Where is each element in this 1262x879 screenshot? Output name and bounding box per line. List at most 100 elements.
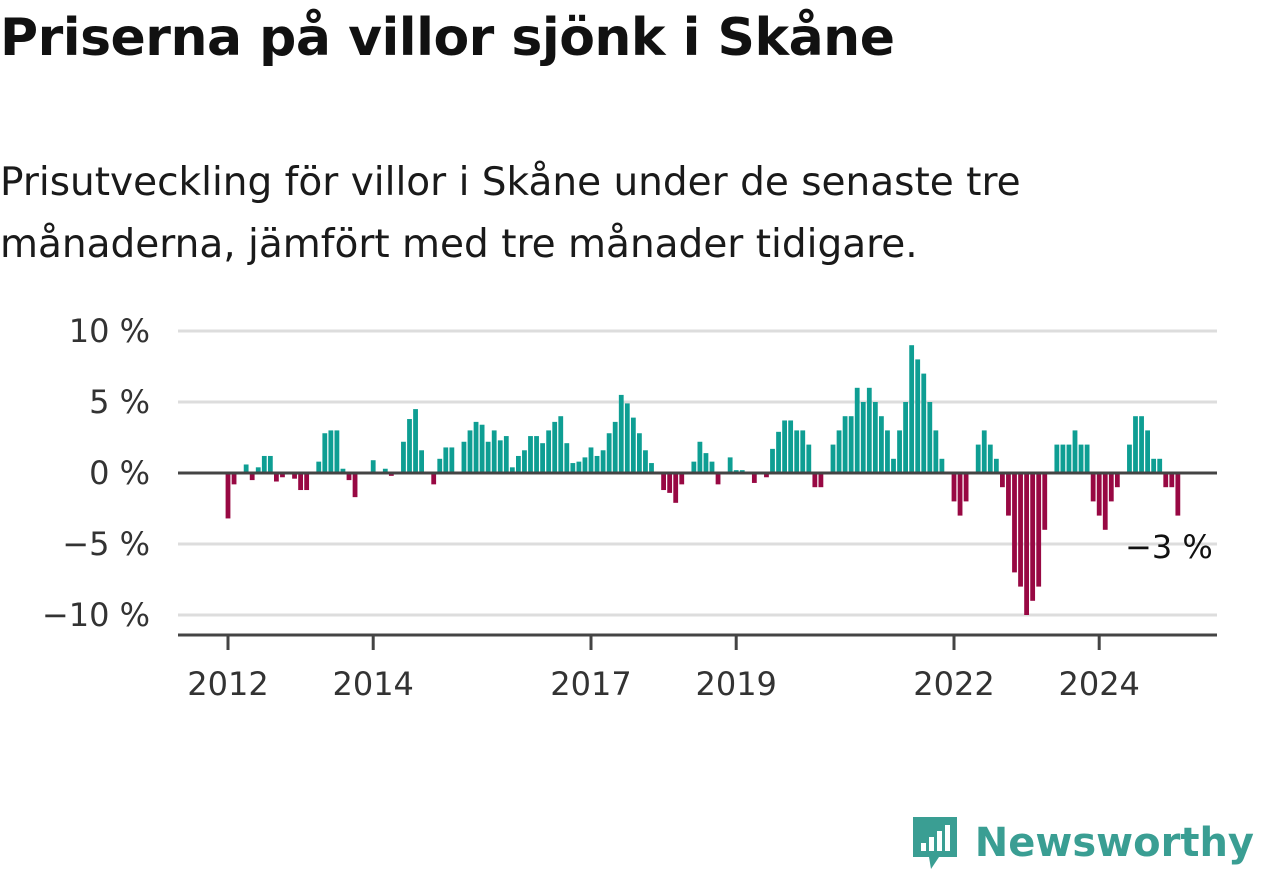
bar bbox=[322, 433, 328, 473]
bar bbox=[1018, 473, 1023, 587]
grid-lines bbox=[178, 329, 1217, 617]
bar bbox=[280, 473, 285, 478]
bar bbox=[606, 433, 612, 473]
bar bbox=[879, 416, 884, 473]
bar bbox=[927, 402, 933, 473]
bar bbox=[782, 420, 787, 473]
bar-series bbox=[225, 345, 1181, 615]
bar bbox=[830, 444, 836, 473]
bar bbox=[267, 455, 273, 473]
bar bbox=[564, 443, 570, 473]
bar bbox=[485, 441, 491, 473]
bar bbox=[788, 420, 794, 473]
bar bbox=[467, 430, 473, 473]
bar bbox=[806, 444, 812, 473]
bar bbox=[727, 457, 733, 473]
bar bbox=[963, 473, 969, 502]
bar bbox=[909, 345, 915, 473]
bar bbox=[794, 430, 800, 473]
bar bbox=[842, 416, 848, 473]
bar bbox=[1042, 473, 1048, 530]
brand-name: Newsworthy bbox=[974, 820, 1254, 866]
bar bbox=[854, 387, 860, 473]
bar bbox=[443, 447, 449, 473]
bar bbox=[667, 473, 673, 493]
bar bbox=[770, 448, 775, 473]
bar bbox=[649, 463, 654, 473]
bar bbox=[491, 430, 497, 473]
bar bbox=[419, 450, 424, 473]
bar bbox=[570, 463, 576, 473]
bar bbox=[679, 473, 685, 485]
bar bbox=[340, 468, 346, 473]
bar bbox=[1036, 473, 1042, 587]
bar bbox=[558, 416, 564, 473]
bar bbox=[261, 455, 267, 473]
bar bbox=[981, 430, 987, 473]
x-tick-label: 2017 bbox=[550, 665, 631, 703]
bar bbox=[812, 473, 818, 488]
bar-chart: 10 % 5 % 0 % −5 % −10 % 2012 2014 2017 2019 2022 2… bbox=[42, 312, 1217, 703]
bar bbox=[1072, 430, 1078, 473]
bar bbox=[1024, 473, 1029, 615]
y-tick-label: 5 % bbox=[89, 383, 150, 421]
axes bbox=[178, 471, 1217, 650]
bar bbox=[1060, 444, 1066, 473]
bar bbox=[600, 450, 606, 473]
bar bbox=[334, 430, 340, 473]
bar bbox=[1078, 444, 1084, 473]
bar bbox=[497, 440, 503, 473]
bar bbox=[249, 473, 255, 481]
bar bbox=[1084, 444, 1090, 473]
newsworthy-logo-icon bbox=[912, 817, 957, 869]
bar bbox=[298, 473, 303, 491]
bar bbox=[872, 402, 878, 473]
bar bbox=[987, 444, 993, 473]
bar bbox=[1090, 473, 1096, 502]
bar bbox=[352, 473, 358, 498]
bar bbox=[624, 403, 630, 473]
bar bbox=[975, 444, 981, 473]
bar bbox=[1139, 416, 1144, 473]
bar bbox=[818, 473, 824, 488]
bar bbox=[516, 455, 521, 473]
bar bbox=[243, 464, 249, 473]
bar bbox=[800, 430, 806, 473]
bar bbox=[274, 473, 279, 482]
bar bbox=[939, 458, 945, 473]
bar bbox=[921, 373, 927, 473]
bar bbox=[509, 467, 515, 473]
x-tick-label: 2024 bbox=[1058, 665, 1139, 703]
bar bbox=[479, 424, 485, 473]
bar bbox=[897, 430, 902, 473]
bar bbox=[1114, 473, 1120, 488]
bar bbox=[534, 436, 539, 473]
bar bbox=[255, 467, 261, 473]
bar bbox=[413, 409, 418, 473]
bar bbox=[588, 447, 594, 473]
bar bbox=[437, 458, 443, 473]
y-tick-label: −5 % bbox=[62, 525, 150, 563]
bar bbox=[1169, 473, 1175, 488]
bar bbox=[951, 473, 957, 502]
bar bbox=[552, 421, 558, 473]
bar bbox=[540, 443, 545, 473]
bar bbox=[1030, 473, 1036, 601]
bar bbox=[292, 473, 297, 479]
bar bbox=[630, 417, 636, 473]
bar bbox=[764, 473, 769, 478]
bar bbox=[225, 473, 231, 519]
bar bbox=[431, 473, 437, 485]
bar bbox=[776, 431, 781, 473]
bar bbox=[582, 457, 588, 473]
bar bbox=[576, 461, 582, 473]
bar bbox=[370, 460, 376, 473]
bar bbox=[1054, 444, 1060, 473]
bar bbox=[1108, 473, 1114, 502]
y-tick-label: 10 % bbox=[69, 312, 150, 350]
bar bbox=[346, 473, 352, 481]
chart-title: Priserna på villor sjönk i Skåne bbox=[0, 8, 895, 68]
bar bbox=[449, 447, 455, 473]
x-tick-label: 2012 bbox=[187, 665, 268, 703]
bar bbox=[382, 468, 388, 473]
